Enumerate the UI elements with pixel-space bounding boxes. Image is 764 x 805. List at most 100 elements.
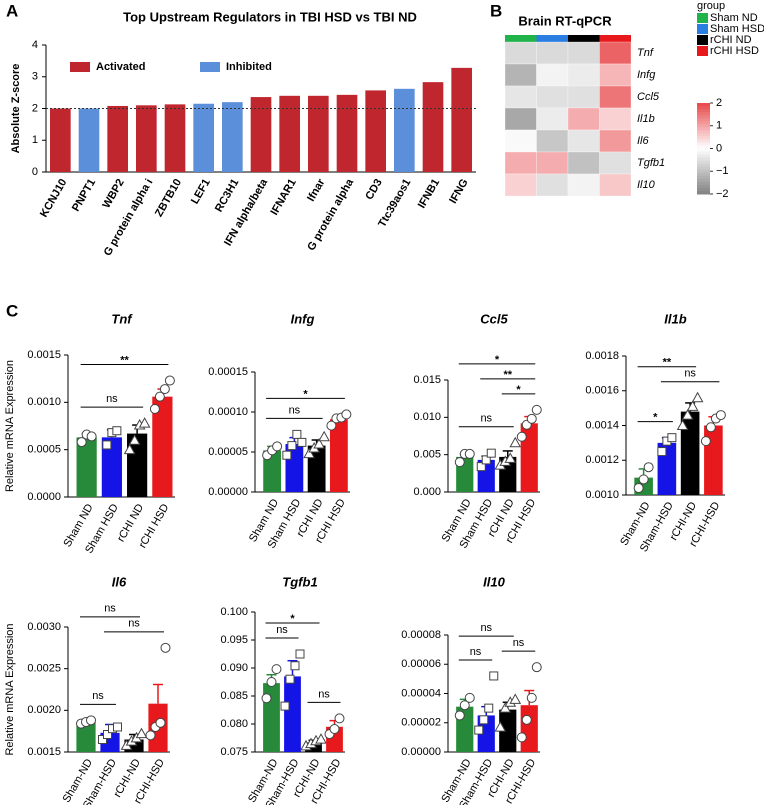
heat-cell <box>567 41 600 65</box>
colorbar-tick-label: −1 <box>716 165 729 177</box>
bar <box>279 95 300 172</box>
colorbar-step <box>697 187 710 192</box>
heat-cell <box>567 151 600 175</box>
data-point <box>303 447 315 459</box>
colorbar-step <box>697 160 710 165</box>
x-tick-label: IFNAR1 <box>269 177 299 217</box>
data-point <box>633 483 644 494</box>
data-point <box>86 431 97 442</box>
y-tick-label: 4 <box>32 39 38 51</box>
row-label: Tgfb1 <box>637 157 665 169</box>
heat-cell <box>599 151 632 175</box>
significance-label: * <box>653 412 658 424</box>
colorbar-step <box>697 133 710 137</box>
legend-swatch <box>697 13 708 23</box>
legend-label: Sham HSD <box>710 23 764 35</box>
data-point <box>531 662 542 673</box>
colorbar-step <box>697 145 710 149</box>
data-point <box>494 721 507 732</box>
legend-title: group <box>697 0 725 12</box>
data-point <box>691 391 704 403</box>
bar <box>477 715 495 752</box>
heat-cell <box>567 85 600 109</box>
heat-cell <box>536 129 569 153</box>
colorbar-step <box>697 109 710 113</box>
data-point <box>135 727 148 739</box>
y-tick-label: 0.015 <box>413 374 441 386</box>
data-point <box>531 404 542 415</box>
colorbar-step <box>697 103 710 107</box>
y-axis-label: Relative mRNA Expression <box>4 623 16 755</box>
bar <box>680 411 700 495</box>
legend-label: rCHI ND <box>710 34 752 46</box>
data-point <box>318 430 330 442</box>
data-point <box>155 717 166 728</box>
colorbar-tick-label: 0 <box>716 142 722 154</box>
y-tick-label: 0.00008 <box>401 629 441 641</box>
group-strip <box>536 35 568 42</box>
data-point <box>499 702 512 713</box>
data-point <box>112 426 122 436</box>
significance-label: * <box>303 388 308 400</box>
heat-cell <box>567 173 600 197</box>
significance-label: ** <box>663 357 672 369</box>
data-point <box>123 443 136 455</box>
y-tick-label: 0.005 <box>413 449 441 461</box>
colorbar-step <box>697 172 710 177</box>
y-tick-label: 0.0025 <box>27 663 61 675</box>
y-tick-label: 0.00015 <box>208 366 248 378</box>
y-tick-label: 2 <box>32 102 38 114</box>
bar <box>422 82 444 172</box>
y-tick-label: 0.0010 <box>585 489 619 501</box>
data-point <box>676 419 689 430</box>
data-point <box>481 455 491 465</box>
heat-cell <box>504 107 537 131</box>
panel-label: C <box>6 301 18 320</box>
x-tick-label: LEF1 <box>189 177 213 206</box>
data-point <box>504 452 517 463</box>
colorbar-tick-label: 1 <box>716 120 722 132</box>
significance-label: * <box>495 354 500 366</box>
x-tick-label: CD3 <box>363 177 384 202</box>
heat-cell <box>536 173 569 197</box>
data-point <box>164 375 175 386</box>
data-point <box>138 417 151 428</box>
data-point <box>76 437 87 448</box>
significance-label: ns <box>289 404 301 416</box>
colorbar-step <box>697 181 710 186</box>
data-point <box>474 725 484 735</box>
x-tick-label: WBP2 <box>100 177 126 211</box>
bar <box>250 97 272 172</box>
y-tick-label: 0.00010 <box>208 406 248 418</box>
y-tick-label: 0.0018 <box>585 350 619 362</box>
colorbar-step <box>697 157 710 162</box>
x-tick-label: IFNG <box>447 177 471 206</box>
heat-cell <box>567 63 600 87</box>
data-point <box>287 441 297 451</box>
colorbar-step <box>697 154 710 159</box>
data-point <box>145 730 156 741</box>
row-label: Tnf <box>637 47 654 59</box>
data-point <box>266 677 277 687</box>
data-point <box>313 437 325 449</box>
y-tick-label: 0.0016 <box>585 385 619 397</box>
heat-cell <box>536 107 569 131</box>
y-tick-label: 0.010 <box>413 411 441 423</box>
data-point <box>271 664 282 675</box>
bar <box>520 705 538 752</box>
bar <box>107 105 128 172</box>
data-point <box>476 462 486 472</box>
bar <box>193 103 214 172</box>
data-point <box>128 434 141 445</box>
y-tick-label: 0.00000 <box>208 486 248 498</box>
data-point <box>459 700 470 711</box>
data-point <box>464 692 475 703</box>
significance-label: ns <box>104 603 116 615</box>
x-tick-label: KCNJ10 <box>38 177 69 220</box>
data-point <box>272 441 283 452</box>
significance-label: ** <box>503 369 512 381</box>
significance-label: ns <box>276 624 288 636</box>
significance-label: ns <box>480 413 492 425</box>
data-point <box>290 661 300 671</box>
bar <box>308 95 329 172</box>
